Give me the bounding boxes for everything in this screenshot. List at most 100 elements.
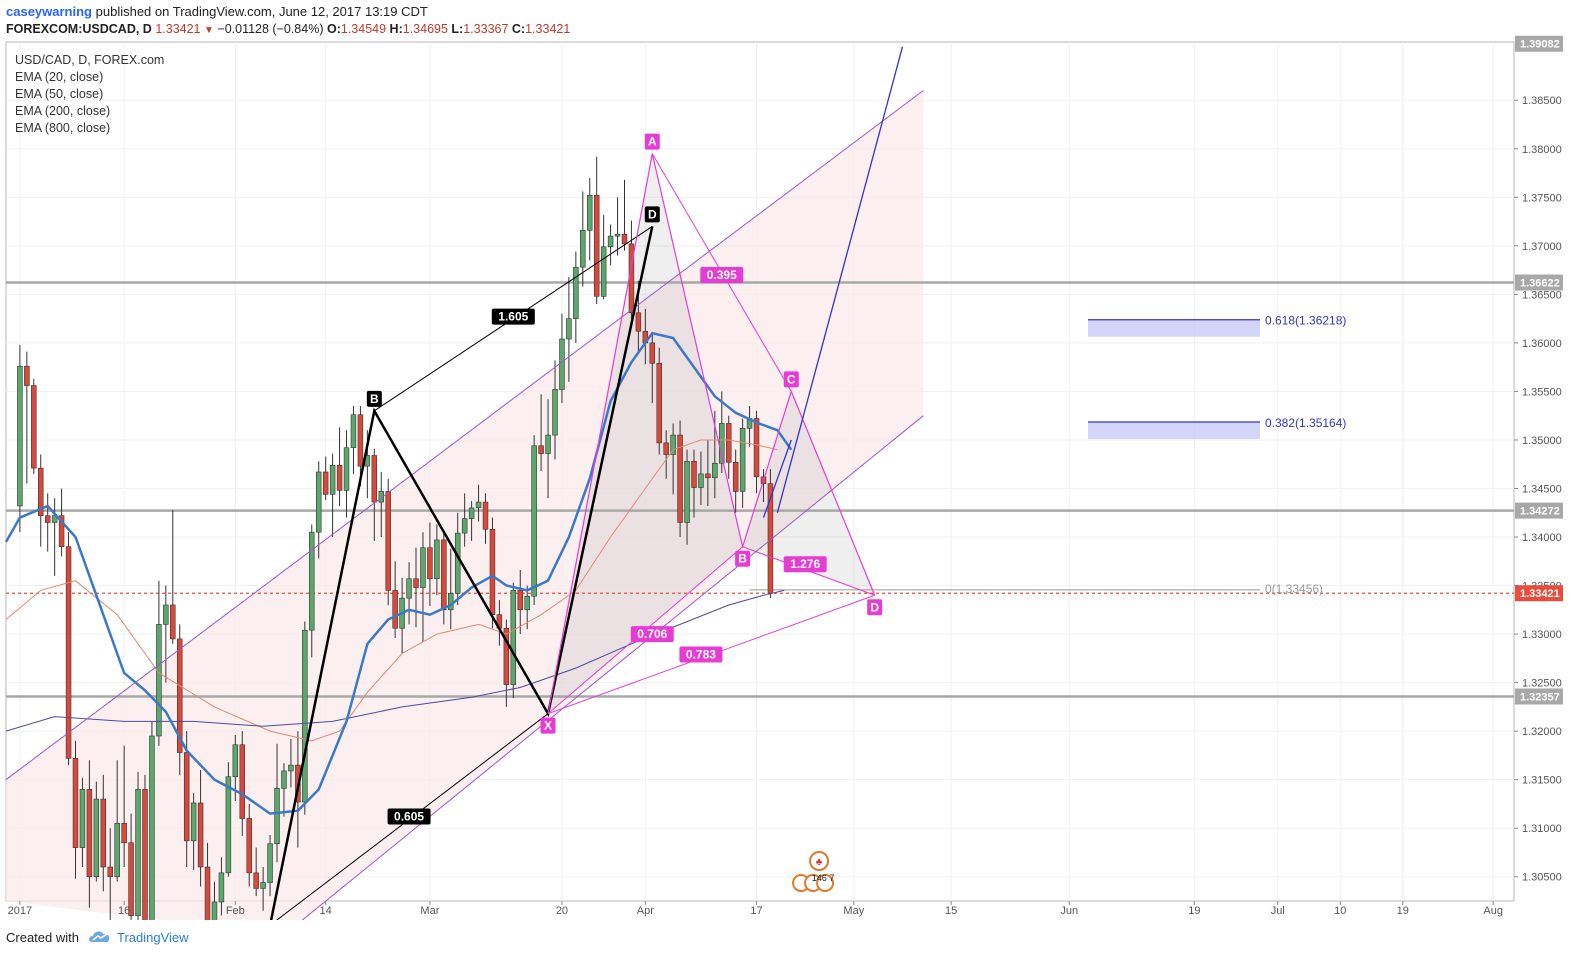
legend-ema-200[interactable]: EMA (200, close): [15, 104, 111, 118]
fib-zone: [1088, 422, 1260, 440]
bat-point-label-bg: [867, 599, 883, 616]
candle-up: [524, 595, 530, 611]
channel-upper-line: [5, 90, 924, 781]
fib-zone: [1088, 319, 1260, 337]
abcd-ratio-label-bg: [491, 308, 535, 325]
x-tick-label: Aug: [1483, 905, 1503, 917]
candle-up: [274, 788, 280, 845]
candle-down: [677, 434, 683, 523]
x-tick-label: 19: [1188, 905, 1200, 917]
candle-down: [121, 823, 127, 844]
bat-point-label-bg: [540, 717, 556, 734]
price-tag-label: 1.34272: [1520, 506, 1560, 518]
y-tick-label: 1.35500: [1522, 386, 1562, 398]
x-tick-label: 15: [945, 905, 957, 917]
candle-down: [239, 744, 246, 819]
candle-up: [343, 447, 350, 491]
footer-bar: Created with TradingView: [0, 920, 1569, 956]
candle-down: [65, 546, 72, 759]
candle-down: [538, 445, 544, 454]
abcd-ratio-label-bg: [387, 808, 431, 825]
bat-point-label: X: [544, 719, 552, 733]
xab-triangle-fill: [548, 153, 743, 714]
candle-down: [183, 752, 190, 842]
abcd-point-label-bg: [366, 390, 382, 407]
x-tick-label: Apr: [637, 905, 654, 917]
ema-200-line: [5, 589, 785, 732]
price-tag-bg: [1515, 502, 1563, 519]
x-tick-label: 2017: [8, 905, 32, 917]
candle-up: [218, 872, 225, 903]
candle-down: [503, 627, 510, 685]
candle-down: [31, 385, 37, 469]
prz-label: 0(1.33456): [1265, 582, 1323, 596]
legend-title: USD/CAD, D, FOREX.com: [15, 53, 165, 67]
candle-up: [79, 789, 86, 848]
fib-label: 0.382(1.35164): [1265, 416, 1346, 430]
candle-down: [691, 461, 697, 488]
abcd-legs: [269, 226, 654, 920]
down-arrow-icon: ▼: [204, 25, 214, 36]
bat-ratio-label-bg: [783, 556, 827, 573]
legend-ema-50[interactable]: EMA (50, close): [15, 87, 104, 101]
candle-up: [607, 235, 614, 248]
ema-50-line: [5, 439, 778, 742]
candle-down: [336, 464, 343, 491]
x-tick-label: Feb: [226, 905, 245, 917]
event-count: 146 7: [812, 873, 835, 883]
drawing-labels: 0.618(1.36218) 0.382(1.35164) 0(1.33456) X A…: [366, 133, 1346, 825]
candle-up: [566, 318, 572, 340]
symbol-label: FOREXCOM:USDCAD, D: [6, 22, 152, 36]
price-tag-bg: [1515, 585, 1563, 602]
event-icons[interactable]: ♣ 146 7: [792, 851, 835, 892]
candle-up: [559, 338, 565, 390]
candle-down: [107, 866, 113, 878]
time-axis[interactable]: 2017 16 Feb 14 Mar 20 Apr 17 May 15 Jun 19 Jul 10 19 Au…: [8, 901, 1503, 917]
bat-ratio-label: 0.783: [686, 647, 716, 661]
candle-up: [454, 532, 461, 594]
price-chart[interactable]: 0.618(1.36218) 0.382(1.35164) 0(1.33456) X A…: [0, 0, 1569, 920]
price-axis[interactable]: 1.30500 1.31000 1.31500 1.32000 1.32500 1.330…: [1514, 35, 1563, 884]
candle-down: [128, 842, 134, 916]
candle-down: [427, 547, 433, 580]
candle-up: [232, 744, 239, 778]
x-tick-label: May: [843, 905, 864, 917]
y-tick-label: 1.35000: [1522, 435, 1562, 447]
candle-up: [267, 843, 273, 883]
candle-up: [315, 471, 322, 533]
maple-leaf-icon: ♣: [816, 857, 823, 868]
candle-up: [149, 735, 155, 920]
legend-ema-20[interactable]: EMA (20, close): [15, 70, 104, 84]
close-value: 1.33421: [525, 22, 571, 36]
candle-down: [371, 455, 378, 503]
candle-down: [86, 789, 93, 878]
candle-down: [246, 818, 252, 874]
open-value: 1.34549: [340, 22, 387, 36]
bat-point-label-bg: [735, 550, 751, 567]
candle-up: [600, 246, 607, 297]
candle-down: [489, 528, 496, 615]
candle-down: [621, 233, 628, 245]
legend-ema-800[interactable]: EMA (800, close): [15, 121, 111, 135]
price-tag-label: 1.33421: [1520, 588, 1560, 600]
fib-label: 0.618(1.36218): [1265, 314, 1346, 328]
low-value: 1.33367: [463, 22, 509, 36]
us-flag-icon: [816, 874, 835, 892]
author-name[interactable]: caseywarning: [6, 4, 92, 19]
bat-point-label: D: [870, 600, 879, 614]
candle-up: [739, 428, 746, 492]
candle-down: [725, 423, 732, 463]
y-tick-label: 1.34500: [1522, 483, 1562, 495]
ema-lines: [4, 331, 793, 815]
candle-up: [51, 515, 58, 523]
candle-up: [17, 365, 23, 507]
candle-up: [712, 462, 718, 479]
candle-down: [753, 418, 760, 478]
canada-flag-icon: [809, 851, 830, 871]
bat-ratio-label: 0.706: [637, 627, 667, 641]
tradingview-link[interactable]: TradingView: [117, 930, 189, 945]
bat-point-label-bg: [644, 133, 660, 150]
created-with-text: Created with: [6, 930, 79, 945]
tradingview-cloud-icon: [89, 931, 110, 942]
close-label: C:: [511, 22, 526, 36]
